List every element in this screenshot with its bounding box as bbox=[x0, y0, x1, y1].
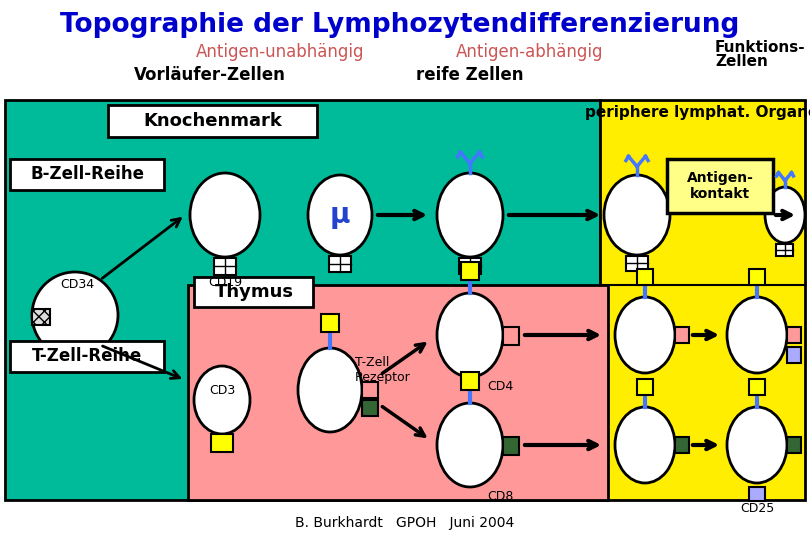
Bar bbox=[787, 347, 801, 363]
Text: Topographie der Lymphozytendifferenzierung: Topographie der Lymphozytendifferenzieru… bbox=[60, 12, 740, 38]
Bar bbox=[675, 437, 689, 453]
Ellipse shape bbox=[32, 272, 118, 358]
Ellipse shape bbox=[604, 175, 670, 255]
Text: CD25: CD25 bbox=[740, 502, 774, 515]
Text: μ: μ bbox=[330, 201, 350, 229]
Bar bbox=[749, 269, 765, 285]
Text: Antigen-abhängig: Antigen-abhängig bbox=[456, 43, 603, 61]
FancyBboxPatch shape bbox=[108, 105, 317, 137]
Ellipse shape bbox=[190, 173, 260, 257]
FancyBboxPatch shape bbox=[667, 159, 773, 213]
Ellipse shape bbox=[437, 293, 503, 377]
Bar bbox=[626, 256, 648, 271]
Bar bbox=[461, 262, 479, 280]
Text: reife Zellen: reife Zellen bbox=[416, 66, 524, 84]
Bar bbox=[637, 379, 653, 395]
Text: T-Zell-Reihe: T-Zell-Reihe bbox=[32, 347, 142, 365]
Bar bbox=[5, 100, 600, 500]
Text: Zellen: Zellen bbox=[715, 55, 768, 70]
Text: periphere lymphat. Organe: periphere lymphat. Organe bbox=[586, 105, 810, 120]
Ellipse shape bbox=[615, 407, 675, 483]
Text: CD8: CD8 bbox=[487, 490, 514, 503]
Ellipse shape bbox=[437, 403, 503, 487]
Text: Antigen-
kontakt: Antigen- kontakt bbox=[687, 171, 753, 201]
Bar bbox=[749, 379, 765, 395]
Text: B. Burkhardt   GPOH   Juni 2004: B. Burkhardt GPOH Juni 2004 bbox=[296, 516, 514, 530]
Ellipse shape bbox=[194, 366, 250, 434]
Text: T-Zell
Rezeptor: T-Zell Rezeptor bbox=[355, 356, 411, 384]
Bar bbox=[188, 285, 608, 500]
Text: Funktions-: Funktions- bbox=[715, 40, 806, 56]
Ellipse shape bbox=[615, 297, 675, 373]
Text: CD4: CD4 bbox=[487, 381, 513, 394]
Bar bbox=[503, 327, 519, 345]
Text: CD3: CD3 bbox=[209, 383, 235, 396]
Text: B-Zell-Reihe: B-Zell-Reihe bbox=[30, 165, 144, 183]
Ellipse shape bbox=[727, 297, 787, 373]
Ellipse shape bbox=[727, 407, 787, 483]
Bar bbox=[787, 437, 801, 453]
Ellipse shape bbox=[308, 175, 372, 255]
Bar bbox=[675, 327, 689, 343]
Text: CD19: CD19 bbox=[208, 276, 242, 289]
Ellipse shape bbox=[437, 173, 503, 257]
Ellipse shape bbox=[765, 187, 805, 243]
Text: Thymus: Thymus bbox=[215, 283, 293, 301]
Bar bbox=[321, 314, 339, 332]
Bar bbox=[637, 269, 653, 285]
Text: Knochenmark: Knochenmark bbox=[143, 112, 283, 130]
Bar bbox=[787, 327, 801, 343]
Bar bbox=[32, 309, 50, 325]
Bar bbox=[776, 244, 793, 256]
FancyBboxPatch shape bbox=[194, 277, 313, 307]
Bar bbox=[503, 437, 519, 455]
Text: Antigen-unabhängig: Antigen-unabhängig bbox=[196, 43, 364, 61]
Bar bbox=[459, 258, 481, 274]
Bar bbox=[211, 434, 233, 452]
Bar bbox=[214, 258, 236, 275]
Bar bbox=[329, 256, 351, 272]
Ellipse shape bbox=[298, 348, 362, 432]
FancyBboxPatch shape bbox=[10, 341, 164, 372]
Text: CD34: CD34 bbox=[60, 279, 94, 292]
Bar bbox=[362, 382, 378, 398]
Bar bbox=[461, 372, 479, 390]
Text: Vorläufer-Zellen: Vorläufer-Zellen bbox=[134, 66, 286, 84]
Bar bbox=[749, 487, 765, 501]
FancyBboxPatch shape bbox=[10, 159, 164, 190]
Bar bbox=[600, 100, 805, 500]
Bar bbox=[362, 400, 378, 416]
